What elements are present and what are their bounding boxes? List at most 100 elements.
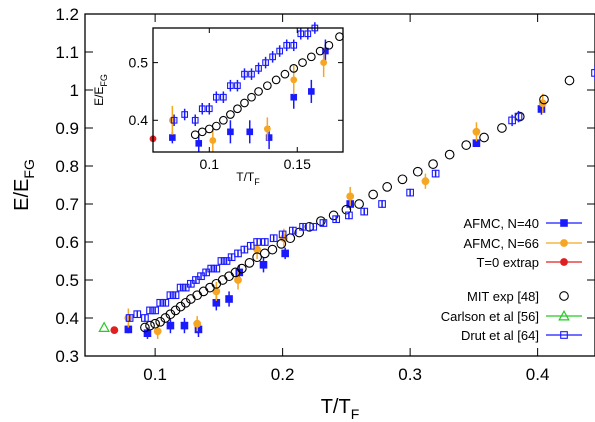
marker-square [180,321,189,330]
data-point [192,290,203,301]
marker-open-circle [217,275,228,285]
marker-open-circle [240,98,249,108]
data-point [217,257,226,265]
data-point [191,114,199,127]
data-point [288,226,297,235]
marker-open-circle [428,159,438,169]
marker-open-square [170,116,178,124]
marker-open-square [166,291,175,300]
main-panel: 0.30.40.50.60.70.80.911.11.2 0.1 0.2 0.3 0.… [11,5,595,422]
marker-open-square [217,257,226,265]
marker-open-square [248,70,255,78]
data-point [226,110,235,119]
marker-open-square [212,93,220,101]
data-point [211,121,221,131]
data-point [259,257,268,273]
inset-series-layer [149,22,344,152]
marker-circle [253,245,262,254]
marker-circle [472,127,481,136]
data-point [479,132,489,143]
marker-open-circle [539,94,549,105]
data-point [428,159,438,169]
marker-open-square [234,82,241,90]
marker-open-circle [140,322,150,333]
data-point [354,199,364,209]
data-point [195,134,203,152]
marker-open-circle [236,263,247,274]
marker-open-circle [564,75,575,86]
marker-open-circle [226,110,235,119]
data-point [269,234,278,243]
y-tick-label: 0.9 [55,119,79,138]
marker-open-square [591,69,595,77]
data-point [233,104,242,114]
marker-open-square [133,310,142,319]
data-point [224,271,234,282]
marker-open-circle [316,216,326,226]
data-point [276,45,284,57]
marker-open-circle [276,239,287,249]
marker-open-circle [479,132,489,143]
data-point [564,75,575,86]
main-series-layer [98,65,595,339]
data-point [125,314,134,322]
marker-square [308,88,315,95]
legend-entry: T=0 extrap [476,255,582,270]
marker-open-square [161,298,170,307]
marker-open-circle [382,182,393,192]
marker-open-circle [306,52,316,62]
data-point [110,326,119,335]
marker-open-square [151,306,159,315]
marker-open-square [198,105,206,113]
data-point [262,56,269,69]
marker-open-square [360,207,369,216]
y-tick-label: 0.5 [55,271,79,290]
main-plot-frame [84,13,595,357]
data-point [161,298,170,307]
data-point [539,94,549,105]
data-point [290,65,298,95]
data-point [171,291,180,300]
data-point [260,238,269,246]
data-point [205,282,215,293]
y-axis-label: E/EFG [11,159,37,211]
inset-plot-frame [152,27,344,153]
x-axis-label-subscript: F [351,406,360,422]
data-point [263,117,271,141]
marker-open-square [156,298,165,307]
marker-open-square [207,264,216,273]
data-point [497,123,507,133]
data-point [225,291,233,307]
marker-open-circle [461,140,472,150]
data-point [240,245,249,254]
marker-open-square [141,314,149,322]
data-point [166,318,175,334]
data-point [246,120,254,144]
data-point [341,204,352,215]
marker-open-square [332,215,341,224]
marker-square [281,249,289,258]
marker-open-circle [354,199,364,209]
marker-open-circle [263,81,272,91]
marker-open-square [191,116,199,124]
legend-label: AFMC, N=66 [464,236,540,251]
data-point [145,320,155,331]
data-point [253,238,261,246]
marker-open-circle [497,123,507,133]
data-point [198,102,206,115]
marker-open-circle [247,92,256,102]
marker-open-circle [341,204,352,215]
marker-open-square [241,70,248,78]
main-x-axis: 0.1 0.2 0.3 0.4 [143,14,549,384]
data-point [234,270,242,290]
marker-open-square [278,230,287,239]
series-drut-et-al-64 [170,22,319,127]
data-point [98,321,110,332]
marker-square [560,219,568,227]
marker-circle [290,76,298,84]
marker-open-square [212,264,221,273]
data-point [220,91,227,103]
inset-y-axis-label-subscript: FG [99,74,109,87]
inset-y-axis: 0.4 0.5 [129,55,343,128]
data-point [170,114,178,127]
